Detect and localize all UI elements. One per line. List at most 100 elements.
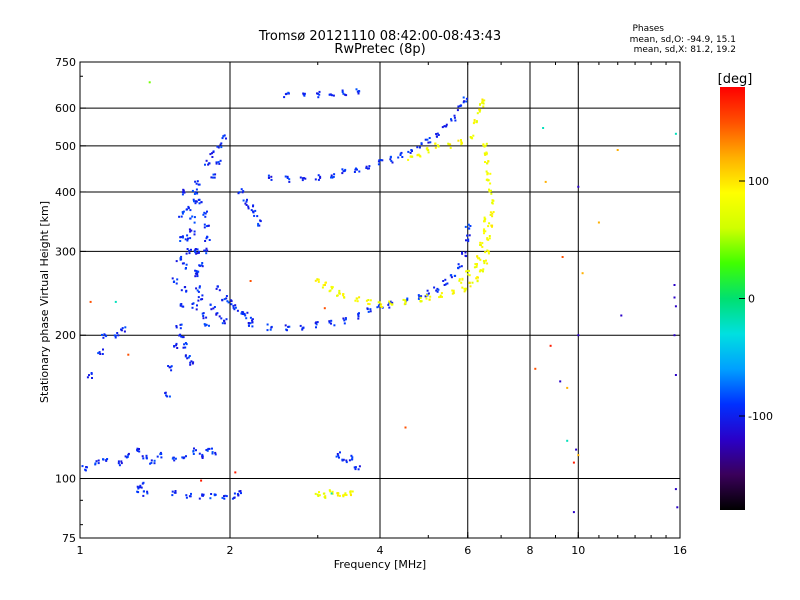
- echo-point: [173, 280, 176, 283]
- echo-point: [236, 309, 239, 312]
- echo-point: [389, 158, 392, 161]
- echo-point: [136, 449, 139, 452]
- echo-point: [475, 264, 478, 267]
- y-tick-label: 75: [62, 532, 76, 545]
- echo-point: [198, 452, 201, 455]
- echo-point: [136, 485, 139, 488]
- echo-point: [478, 270, 481, 273]
- echo-point: [219, 143, 222, 146]
- echo-point: [480, 269, 483, 272]
- echo-point: [185, 252, 188, 255]
- echo-point: [203, 323, 206, 326]
- echo-point: [199, 264, 202, 267]
- echo-point: [193, 200, 195, 203]
- echo-point: [201, 294, 204, 297]
- echo-point: [345, 459, 348, 462]
- echo-point: [167, 365, 170, 367]
- grid-lines: [80, 62, 680, 538]
- echo-point: [240, 312, 243, 315]
- echo-point: [188, 355, 191, 357]
- echo-point: [465, 287, 468, 290]
- echo-point: [487, 238, 490, 241]
- echo-point: [350, 494, 352, 497]
- echo-point: [286, 177, 289, 179]
- echo-point: [328, 290, 331, 293]
- echo-point: [418, 146, 421, 149]
- echo-point: [195, 449, 197, 452]
- echo-point: [189, 217, 192, 220]
- echo-point: [435, 135, 438, 138]
- echo-point: [153, 459, 156, 462]
- echo-point: [354, 168, 357, 171]
- echo-point: [270, 178, 273, 181]
- echo-point: [201, 457, 204, 459]
- echo-point: [84, 469, 87, 472]
- echo-point: [211, 451, 214, 454]
- echo-point: [220, 317, 223, 320]
- echo-point: [457, 263, 460, 266]
- echo-point: [478, 108, 481, 111]
- echo-point: [182, 189, 185, 192]
- echo-point: [194, 191, 197, 194]
- echo-point: [469, 285, 472, 288]
- echo-point: [437, 134, 440, 136]
- echo-point: [404, 300, 407, 303]
- echo-point: [454, 119, 457, 122]
- echo-point: [411, 155, 414, 158]
- echo-point: [118, 464, 121, 467]
- echo-point: [381, 159, 384, 162]
- echo-point: [202, 315, 205, 317]
- echo-point: [674, 305, 677, 308]
- echo-point: [114, 334, 117, 337]
- echo-point: [464, 254, 467, 257]
- echo-point: [223, 298, 226, 301]
- echo-point: [456, 109, 459, 112]
- echo-point: [176, 347, 179, 349]
- echo-point: [95, 460, 98, 463]
- echo-point: [198, 198, 201, 201]
- echo-point: [484, 153, 487, 156]
- echo-point: [368, 167, 370, 170]
- echo-point: [491, 201, 494, 204]
- echo-point: [194, 248, 197, 250]
- echo-point: [244, 314, 247, 317]
- echo-point: [185, 290, 188, 293]
- echo-point: [399, 152, 402, 155]
- echo-point: [342, 294, 345, 297]
- echo-point: [202, 213, 205, 216]
- echo-point: [302, 92, 305, 95]
- echo-point: [487, 252, 490, 255]
- echo-point: [463, 287, 466, 290]
- echo-point: [238, 191, 241, 194]
- echo-point: [91, 377, 93, 379]
- echo-point: [440, 292, 443, 295]
- echo-point: [345, 94, 348, 97]
- echo-point: [184, 354, 187, 357]
- echo-point: [173, 459, 176, 462]
- echo-point: [341, 172, 344, 175]
- echo-point: [218, 162, 221, 165]
- echo-point: [339, 451, 341, 454]
- echo-point: [195, 271, 198, 274]
- echo-point: [332, 175, 335, 178]
- echo-point: [259, 220, 262, 223]
- echo-point: [212, 307, 215, 310]
- echo-point: [449, 143, 452, 146]
- echo-point: [194, 251, 197, 254]
- echo-point: [242, 311, 245, 314]
- echo-point: [185, 263, 188, 266]
- echo-point: [179, 303, 182, 306]
- echo-point: [208, 162, 211, 165]
- echo-point: [484, 161, 486, 163]
- echo-point: [317, 280, 320, 283]
- echo-point: [178, 334, 181, 337]
- echo-point: [577, 454, 580, 457]
- echo-point: [208, 324, 210, 327]
- echo-point: [429, 295, 432, 298]
- echo-point: [165, 394, 168, 397]
- echo-point: [221, 322, 224, 325]
- echo-point: [168, 366, 171, 369]
- echo-point: [210, 176, 213, 179]
- echo-point: [138, 448, 140, 450]
- echo-point: [194, 269, 197, 272]
